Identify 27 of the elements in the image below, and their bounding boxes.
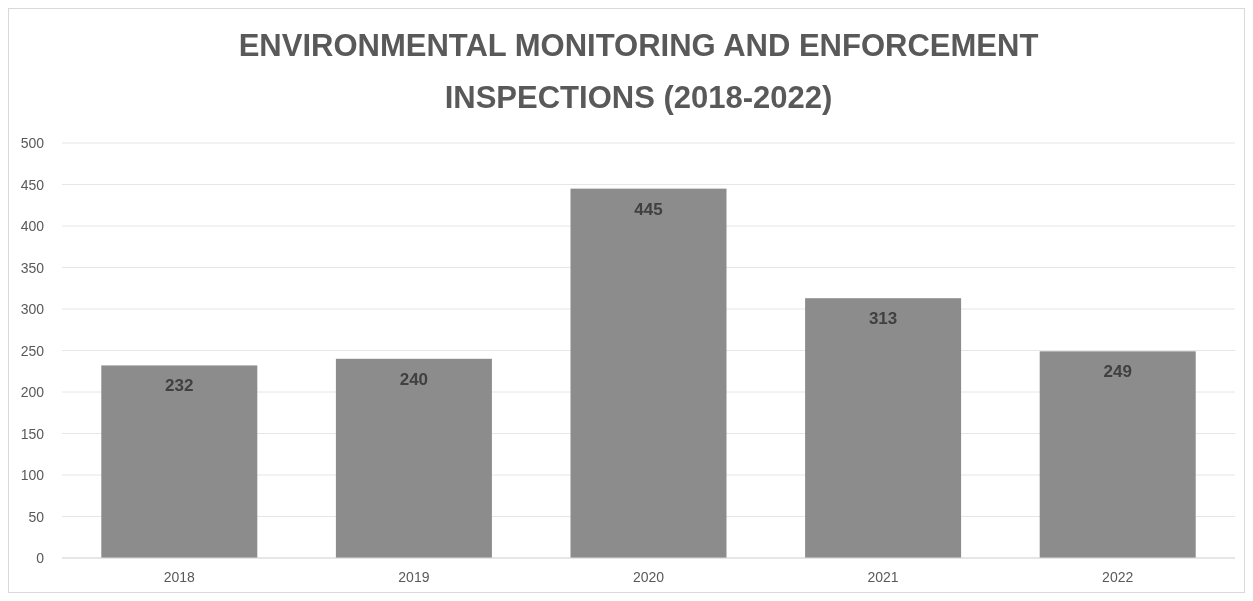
data-label: 232 <box>165 376 194 396</box>
x-tick-label: 2022 <box>1102 569 1134 585</box>
data-label: 313 <box>868 309 898 329</box>
y-tick-label: 250 <box>20 342 45 359</box>
y-tick-label: 400 <box>20 218 45 234</box>
y-tick-label: 300 <box>20 301 45 317</box>
x-tick-label: 2021 <box>867 569 899 585</box>
y-tick-label: 350 <box>20 259 45 276</box>
data-label: 249 <box>1103 362 1132 382</box>
x-tick-label: 2018 <box>163 569 196 585</box>
bar <box>805 298 962 558</box>
y-tick-label: 500 <box>20 135 45 151</box>
x-tick-label: 2019 <box>398 569 430 585</box>
bar <box>1039 351 1196 558</box>
bar <box>101 365 258 558</box>
chart-title: ENVIRONMENTAL MONITORING AND ENFORCEMENT INSPECTIONS (2018-2022) <box>238 28 1039 115</box>
y-tick-label: 150 <box>20 425 45 442</box>
x-tick-label: 2020 <box>632 569 665 585</box>
data-label: 240 <box>399 369 429 389</box>
data-label: 445 <box>634 199 663 219</box>
y-tick-label: 200 <box>20 384 45 400</box>
bar <box>335 358 492 558</box>
y-tick-label: 0 <box>36 550 45 566</box>
bar <box>570 188 727 558</box>
y-tick-label: 450 <box>20 176 45 193</box>
y-tick-label: 100 <box>20 467 45 483</box>
y-tick-label: 50 <box>28 508 45 525</box>
